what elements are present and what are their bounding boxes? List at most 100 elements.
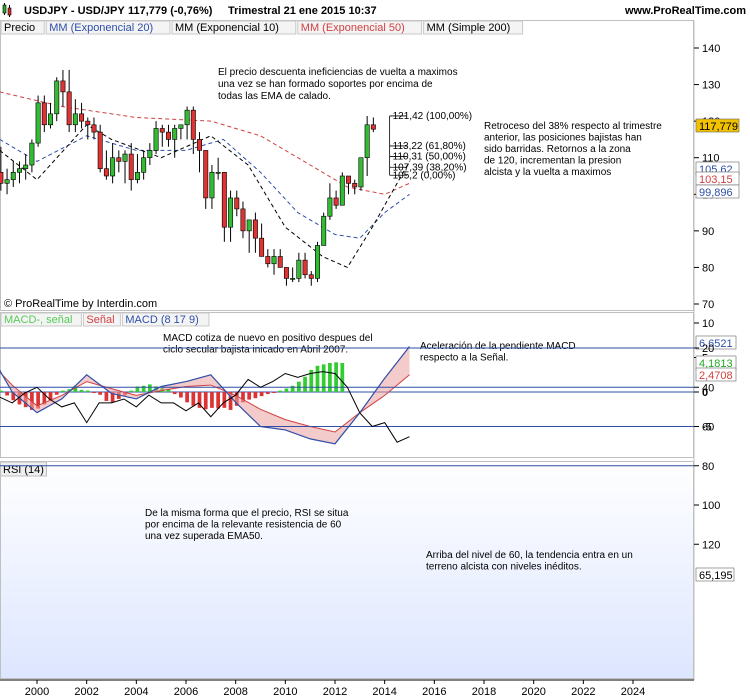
rsi-annotation-left-line: una vez superada EMA50. [145, 531, 263, 542]
macd-legend-box [121, 312, 210, 327]
candle-body [327, 197, 333, 217]
macd-annotation-left-line: ciclo secular bajista inicado en Abril 2… [163, 345, 348, 356]
macd-annotation-right-line: Aceleración de la pendiente MACD [420, 341, 576, 352]
fib-level-label-3: 107,39 (38,20%) [393, 162, 467, 173]
candle-body [215, 172, 221, 174]
candle-body [0, 172, 4, 184]
legend-item-box [45, 20, 171, 35]
macd-histogram-bar [321, 364, 326, 392]
macd-histogram-bar [315, 365, 320, 392]
rsi-y-axis: 120 100 80 60 40 20 [694, 343, 720, 551]
candle-body [271, 256, 277, 265]
x-axis: 2000 2002 2004 2006 2008 2010 2012 2014 2016 2018… [0, 679, 694, 698]
macd-histogram-bar [222, 392, 227, 408]
candle-body [17, 168, 22, 173]
candle-body [283, 267, 289, 279]
x-tick-label: 2022 [571, 686, 595, 698]
macd-histogram-bar [309, 369, 314, 392]
x-tick-label: 2002 [74, 686, 98, 698]
macd-legend: MACD-, señal Señal MACD (8 17 9) [0, 312, 210, 327]
x-tick-label: 2000 [25, 686, 49, 698]
macd-histogram-bar [98, 392, 103, 395]
rsi-badge-box [695, 567, 735, 582]
fib-level-label-1: 113,22 (61,80%) [393, 141, 466, 152]
price-tick-label: 80 [702, 262, 714, 274]
price-annotation-top-line: El precio descuenta ineficiencias de vue… [218, 67, 458, 78]
candle-body [54, 80, 60, 115]
legend-item-3: MM (Exponencial 50) [301, 22, 405, 34]
macd-histogram-bar [54, 392, 59, 395]
legend-item-1: MM (Exponencial 20) [49, 22, 153, 34]
candle-body [209, 172, 215, 199]
candle-body [97, 131, 103, 169]
candle-body [66, 91, 72, 126]
macd-histogram-bar [328, 363, 332, 392]
price-tick-label: 140 [702, 43, 720, 55]
macd-histogram-bar [61, 390, 65, 392]
candle-body [308, 274, 314, 279]
candle-body [358, 157, 364, 188]
candle-body [29, 142, 35, 166]
macd-histogram-bar [92, 392, 96, 393]
candle-body [172, 128, 178, 140]
rsi-panel [0, 461, 694, 679]
candlestick-series [0, 69, 376, 286]
macd-histogram-bar [247, 392, 252, 400]
candle-body [346, 175, 351, 184]
macd-histogram-bar [303, 376, 307, 392]
candle-body [190, 109, 196, 140]
macd-histogram-bar [135, 386, 140, 392]
candle-body [240, 208, 246, 232]
x-tick-label: 2020 [521, 686, 545, 698]
macd-histogram-bar [73, 385, 78, 392]
candle-body [72, 113, 78, 126]
price-annotation-right-line: Retroceso del 38% respecto al trimestre [484, 121, 662, 132]
price-legend: Precio MM (Exponencial 20) MM (Exponencial… [0, 20, 524, 35]
macd-histogram-bar [5, 392, 9, 396]
candle-body [79, 113, 85, 122]
price-badge-label: 99,896 [699, 187, 733, 199]
macd-histogram-bar [36, 392, 40, 409]
header-bar [0, 0, 750, 20]
macd-histogram-bar [253, 392, 258, 399]
candle-body [10, 172, 16, 180]
fib-level-label-2: 110,31 (50,00%) [393, 152, 466, 163]
macd-histogram-bar [272, 392, 276, 393]
candle-body [370, 124, 376, 130]
price-annotation-right-line: sido barridas. Retornos a la zona [484, 144, 631, 155]
price-annotation-top-line: una vez se han formado soportes por enci… [218, 79, 433, 90]
legend-item-box [171, 20, 297, 35]
rsi-annotation-right-line: terreno alcista con niveles inéditos. [426, 562, 582, 573]
macd-annotation-left-line: MACD cotiza de nuevo en positivo despues… [163, 333, 373, 344]
candle-body [153, 128, 159, 151]
rsi-series [0, 347, 694, 467]
candle-body [85, 120, 91, 126]
candle-body [246, 219, 252, 232]
candle-body [252, 219, 258, 239]
macd-series [0, 346, 694, 445]
macd-histogram-bar [166, 389, 171, 392]
candle-body [159, 128, 165, 133]
candle-body [259, 237, 265, 257]
macd-histogram-bar [172, 392, 177, 395]
candle-body [302, 259, 308, 276]
candle-body [60, 80, 66, 93]
macd-badge [695, 367, 737, 382]
macd-tick-label: 10 [702, 318, 714, 330]
candle-body [178, 124, 184, 129]
candle-body [91, 124, 97, 133]
macd-histogram-bar [185, 392, 189, 403]
price-badge-label: 103,15 [699, 174, 733, 186]
macd-histogram-bar [228, 392, 233, 410]
rsi-badge: 65,195 [695, 567, 735, 582]
legend-item-box [0, 20, 45, 35]
candle-body [321, 215, 327, 246]
fibonacci-retracement: 121,42 (100,00%) 113,22 (61,80%)110,31 (5… [389, 111, 472, 181]
header-site[interactable]: www.ProRealTime.com [624, 5, 746, 17]
candle-body [184, 109, 190, 126]
macd-histogram-bar [191, 392, 196, 406]
x-tick-label: 2006 [174, 686, 198, 698]
macd-histogram-bar [11, 392, 16, 401]
macd-badge-label: 6,6521 [699, 338, 733, 350]
